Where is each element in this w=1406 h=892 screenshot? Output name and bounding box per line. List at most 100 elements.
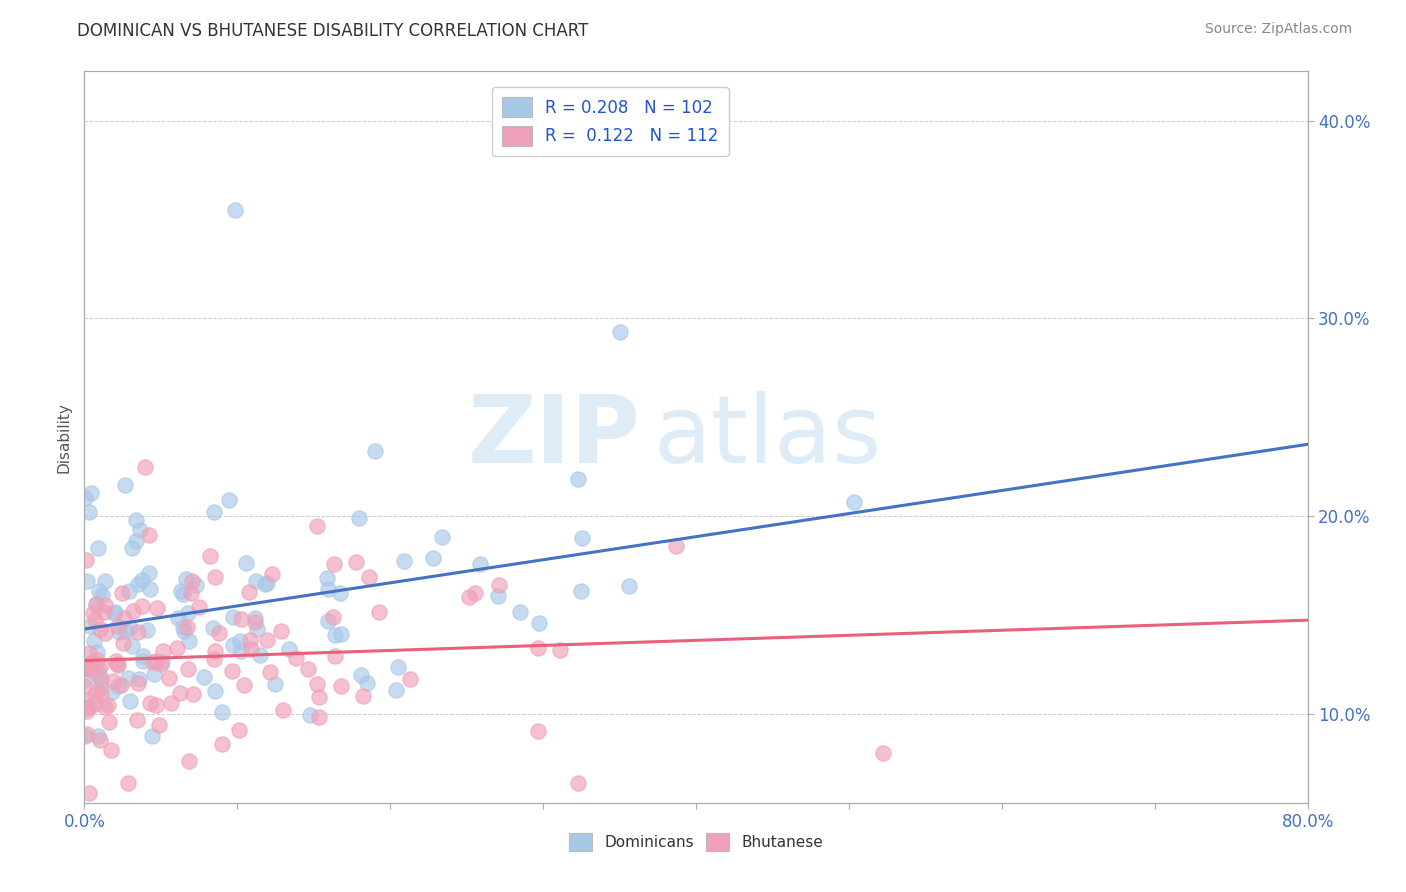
Point bbox=[488, 578, 510, 592]
Point bbox=[89, 675, 111, 690]
Point bbox=[150, 657, 173, 672]
Point bbox=[73, 729, 96, 743]
Point bbox=[90, 671, 112, 685]
Text: atlas: atlas bbox=[654, 391, 882, 483]
Point bbox=[83, 633, 105, 648]
Point bbox=[323, 649, 346, 664]
Point bbox=[73, 673, 96, 687]
Point bbox=[368, 605, 391, 619]
Point bbox=[160, 696, 183, 710]
Point bbox=[422, 551, 444, 566]
Point bbox=[98, 714, 121, 729]
Point bbox=[202, 651, 225, 665]
Point bbox=[76, 704, 98, 718]
Point bbox=[170, 584, 193, 599]
Point bbox=[181, 574, 204, 589]
Point bbox=[617, 579, 640, 593]
Point bbox=[430, 530, 453, 544]
Point bbox=[271, 703, 294, 717]
Point bbox=[82, 606, 104, 620]
Point bbox=[246, 622, 269, 636]
Point bbox=[89, 732, 111, 747]
Point bbox=[138, 528, 160, 542]
Point bbox=[609, 326, 631, 340]
Point bbox=[86, 645, 108, 659]
Point bbox=[218, 493, 240, 508]
Point bbox=[134, 459, 156, 474]
Point bbox=[202, 621, 225, 635]
Point bbox=[142, 655, 165, 669]
Point bbox=[121, 541, 143, 555]
Point bbox=[79, 619, 101, 633]
Point bbox=[356, 676, 378, 690]
Point bbox=[665, 539, 688, 553]
Point bbox=[103, 674, 125, 689]
Point bbox=[128, 672, 150, 686]
Point bbox=[323, 628, 346, 642]
Point bbox=[308, 710, 330, 724]
Point bbox=[127, 676, 149, 690]
Point bbox=[176, 620, 198, 634]
Point bbox=[84, 697, 107, 711]
Point bbox=[87, 729, 110, 743]
Point bbox=[146, 600, 169, 615]
Point bbox=[87, 662, 110, 676]
Point bbox=[131, 599, 153, 613]
Point bbox=[177, 662, 200, 676]
Point bbox=[278, 641, 301, 656]
Point bbox=[124, 513, 146, 527]
Point bbox=[249, 648, 271, 663]
Point bbox=[179, 755, 201, 769]
Point bbox=[87, 584, 110, 599]
Point bbox=[84, 598, 107, 612]
Point bbox=[127, 624, 149, 639]
Point bbox=[112, 611, 135, 625]
Point bbox=[297, 662, 319, 676]
Point bbox=[105, 657, 128, 671]
Point bbox=[80, 655, 103, 669]
Point bbox=[322, 609, 344, 624]
Point bbox=[173, 624, 195, 638]
Point bbox=[243, 615, 266, 629]
Point bbox=[316, 582, 339, 597]
Point bbox=[204, 570, 226, 584]
Point bbox=[211, 705, 233, 719]
Point bbox=[166, 641, 188, 656]
Point bbox=[526, 723, 548, 738]
Point bbox=[318, 614, 340, 628]
Point bbox=[75, 660, 97, 674]
Point bbox=[118, 694, 141, 708]
Point bbox=[94, 625, 117, 640]
Point bbox=[87, 670, 110, 684]
Point bbox=[270, 624, 292, 639]
Point bbox=[240, 642, 263, 657]
Point bbox=[260, 566, 283, 581]
Point bbox=[231, 612, 253, 626]
Point bbox=[202, 505, 225, 519]
Point bbox=[198, 549, 221, 563]
Point bbox=[307, 519, 329, 533]
Point bbox=[550, 643, 572, 657]
Point bbox=[229, 643, 252, 657]
Point bbox=[187, 600, 209, 615]
Point bbox=[221, 664, 243, 678]
Point bbox=[307, 676, 329, 690]
Point bbox=[174, 572, 197, 586]
Point bbox=[104, 654, 127, 668]
Point bbox=[86, 653, 108, 667]
Point bbox=[84, 688, 107, 702]
Point bbox=[222, 638, 245, 652]
Point bbox=[363, 444, 385, 458]
Point bbox=[256, 576, 278, 591]
Point bbox=[76, 727, 98, 741]
Point bbox=[139, 582, 162, 596]
Point bbox=[94, 574, 117, 589]
Point bbox=[84, 597, 107, 611]
Point bbox=[264, 676, 287, 690]
Point bbox=[138, 696, 160, 710]
Point bbox=[177, 634, 200, 648]
Point bbox=[872, 747, 894, 761]
Point bbox=[222, 609, 245, 624]
Point bbox=[80, 486, 103, 500]
Point bbox=[181, 687, 204, 701]
